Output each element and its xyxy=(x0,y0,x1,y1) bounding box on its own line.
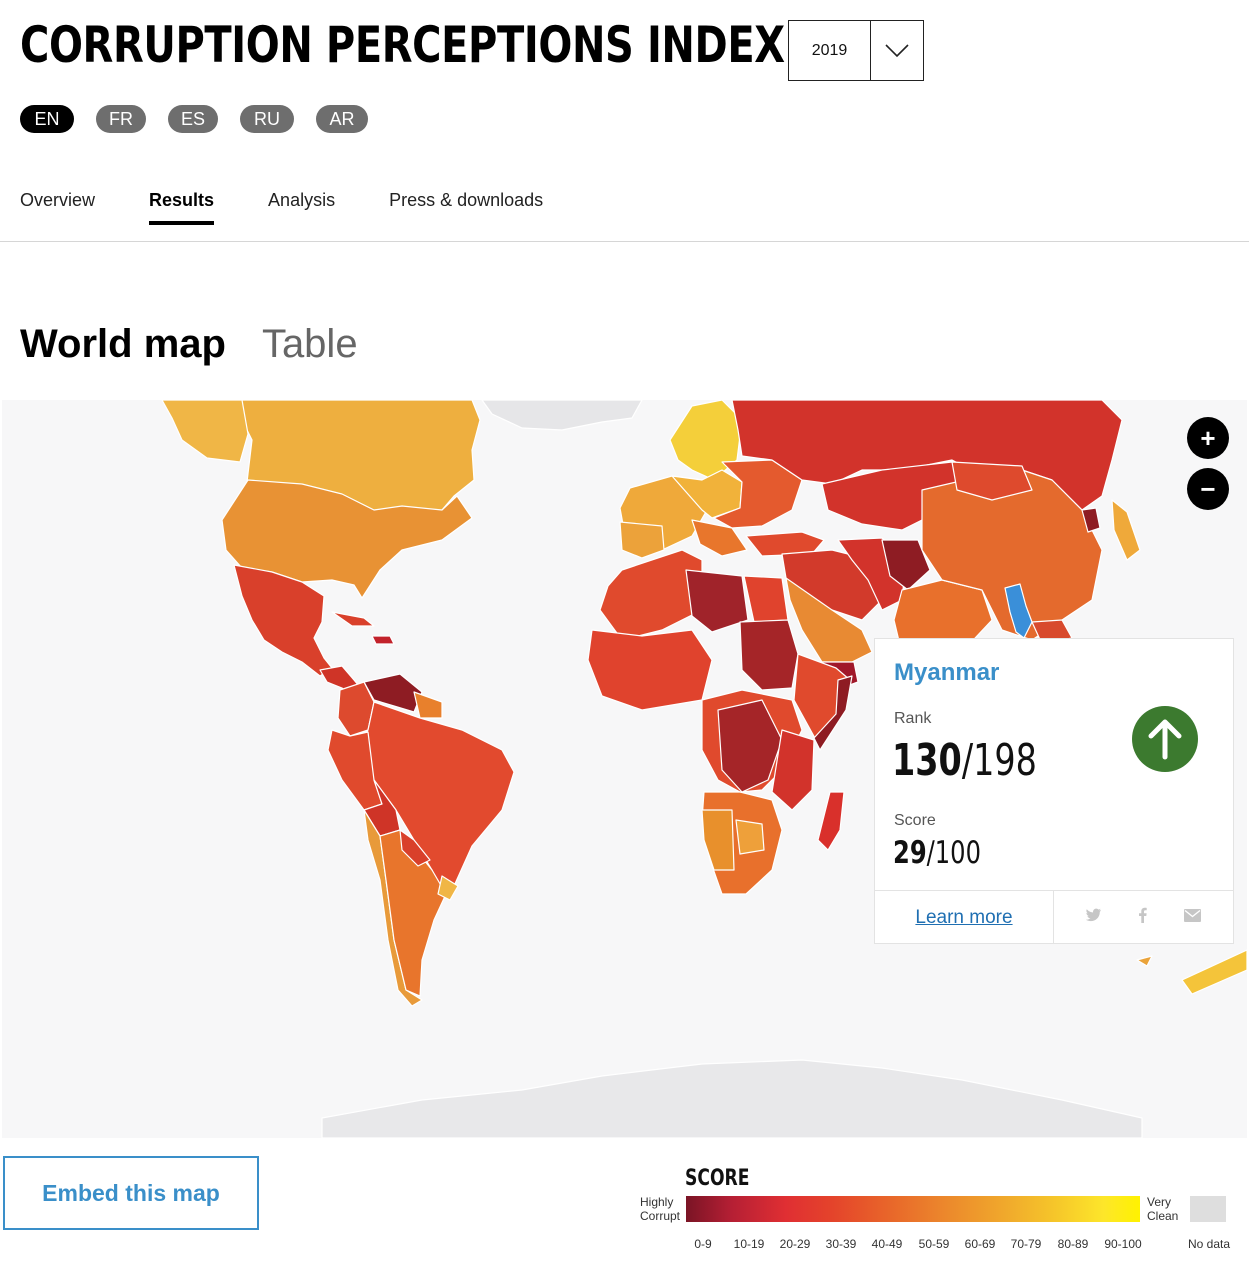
sudan-region xyxy=(739,619,799,691)
libya-region xyxy=(685,569,749,633)
legend-color-scale xyxy=(686,1196,1140,1222)
legend-title: SCORE xyxy=(685,1166,750,1191)
chevron-down-icon xyxy=(871,21,923,80)
country-name[interactable]: Myanmar xyxy=(894,659,1000,686)
twitter-icon[interactable] xyxy=(1085,908,1102,927)
rank-value: 130/198 xyxy=(892,735,1037,786)
egypt-region xyxy=(743,575,789,623)
balkans-region xyxy=(691,519,748,557)
main-nav: Overview Results Analysis Press & downlo… xyxy=(20,190,597,225)
angola-namibia-region xyxy=(701,809,735,871)
share-links xyxy=(1054,891,1233,944)
legend-range-9: 90-100 xyxy=(1104,1237,1142,1251)
australia-region xyxy=(1181,949,1247,995)
legend-range-5: 50-59 xyxy=(918,1237,950,1251)
page-title: CORRUPTION PERCEPTIONS INDEX xyxy=(20,16,785,74)
lang-fr-button[interactable]: FR xyxy=(96,105,146,133)
table-tab[interactable]: Table xyxy=(261,322,358,366)
year-value: 2019 xyxy=(789,21,871,80)
language-switcher: EN FR ES RU AR xyxy=(20,105,390,133)
legend-range-4: 40-49 xyxy=(871,1237,903,1251)
view-switch: World map Table xyxy=(20,322,358,367)
arrow-up-icon xyxy=(1132,706,1198,772)
japan-region xyxy=(1111,499,1141,561)
score-label: Score xyxy=(894,812,936,829)
east-africa-region xyxy=(771,729,815,811)
myanmar-region xyxy=(1004,583,1033,639)
north-africa-west-region xyxy=(599,549,703,641)
rank-number: 130 xyxy=(892,735,962,786)
legend-range-7: 70-79 xyxy=(1010,1237,1042,1251)
alaska-region xyxy=(161,400,249,463)
drc-region xyxy=(717,699,783,793)
score-value: 29/100 xyxy=(893,835,981,871)
lang-ar-button[interactable]: AR xyxy=(316,105,368,133)
legend-no-data-swatch xyxy=(1190,1196,1226,1222)
china-region xyxy=(921,469,1103,641)
tab-analysis[interactable]: Analysis xyxy=(268,190,336,210)
legend-range-3: 30-39 xyxy=(825,1237,857,1251)
legend-high-line-2: Clean xyxy=(1147,1209,1179,1223)
turkey-region xyxy=(745,531,825,557)
embed-map-button[interactable]: Embed this map xyxy=(3,1156,259,1230)
legend-low-line-2: Corrupt xyxy=(640,1209,681,1223)
mexico-region xyxy=(233,564,333,677)
legend-range-1: 10-19 xyxy=(733,1237,765,1251)
legend-range-0: 0-9 xyxy=(694,1237,712,1251)
lang-ru-button[interactable]: RU xyxy=(240,105,294,133)
legend-high-label: Very Clean xyxy=(1147,1195,1178,1223)
learn-more-link[interactable]: Learn more xyxy=(875,891,1054,944)
zoom-in-button[interactable]: + xyxy=(1187,417,1229,459)
tab-overview[interactable]: Overview xyxy=(20,190,96,210)
korea-region xyxy=(1081,507,1101,533)
rank-label: Rank xyxy=(894,710,932,727)
antarctica-region xyxy=(321,1059,1143,1138)
legend-range-6: 60-69 xyxy=(964,1237,996,1251)
uruguay-region xyxy=(437,875,459,901)
score-number: 29 xyxy=(893,835,927,871)
madagascar-region xyxy=(817,791,845,851)
paraguay-region xyxy=(399,829,431,867)
legend-high-line-1: Very xyxy=(1147,1195,1172,1209)
lang-es-button[interactable]: ES xyxy=(168,105,218,133)
botswana-region xyxy=(735,819,765,855)
legend-range-8: 80-89 xyxy=(1057,1237,1089,1251)
venezuela-region xyxy=(363,673,423,713)
legend-low-line-1: Highly xyxy=(640,1195,674,1209)
world-map-tab[interactable]: World map xyxy=(20,322,226,366)
score-total: /100 xyxy=(926,835,981,871)
caribbean-region xyxy=(371,635,395,645)
somalia-region xyxy=(813,675,853,751)
legend-range-2: 20-29 xyxy=(779,1237,811,1251)
scandinavia-region xyxy=(669,400,743,481)
zoom-out-button[interactable]: − xyxy=(1187,468,1229,510)
country-popup: Myanmar Rank 130/198 Score 29/100 Learn … xyxy=(874,638,1234,944)
iberia-region xyxy=(619,521,665,559)
west-africa-region xyxy=(587,629,713,711)
mongolia-region xyxy=(951,461,1033,501)
afghanistan-region xyxy=(881,539,931,591)
facebook-icon[interactable] xyxy=(1138,907,1148,928)
world-map-canvas[interactable] xyxy=(2,400,1247,1138)
greenland-region xyxy=(481,400,643,431)
legend-no-data-label: No data xyxy=(1188,1237,1231,1251)
email-icon[interactable] xyxy=(1183,908,1201,927)
cuba-region xyxy=(331,611,375,627)
tab-results[interactable]: Results xyxy=(149,190,215,225)
lang-en-button[interactable]: EN xyxy=(20,105,74,133)
guianas-region xyxy=(413,691,443,719)
year-select[interactable]: 2019 xyxy=(788,20,924,81)
tab-press-downloads[interactable]: Press & downloads xyxy=(389,190,544,210)
popup-footer: Learn more xyxy=(875,890,1233,944)
legend-low-label: Highly Corrupt xyxy=(640,1195,680,1223)
indonesia-region xyxy=(1136,955,1153,967)
rank-total: /198 xyxy=(961,735,1037,786)
nav-divider xyxy=(0,241,1249,242)
